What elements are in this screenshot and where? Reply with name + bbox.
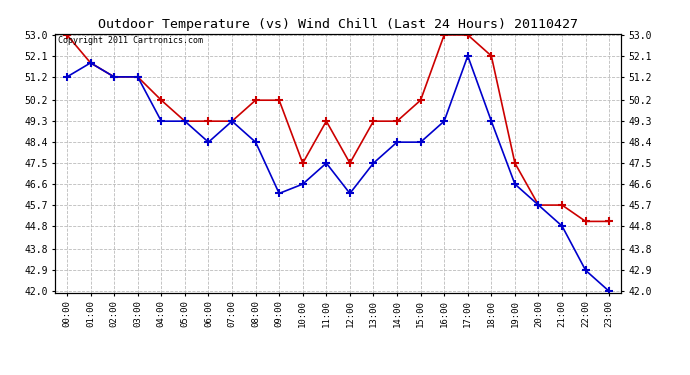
Text: Copyright 2011 Cartronics.com: Copyright 2011 Cartronics.com	[58, 36, 203, 45]
Title: Outdoor Temperature (vs) Wind Chill (Last 24 Hours) 20110427: Outdoor Temperature (vs) Wind Chill (Las…	[98, 18, 578, 31]
